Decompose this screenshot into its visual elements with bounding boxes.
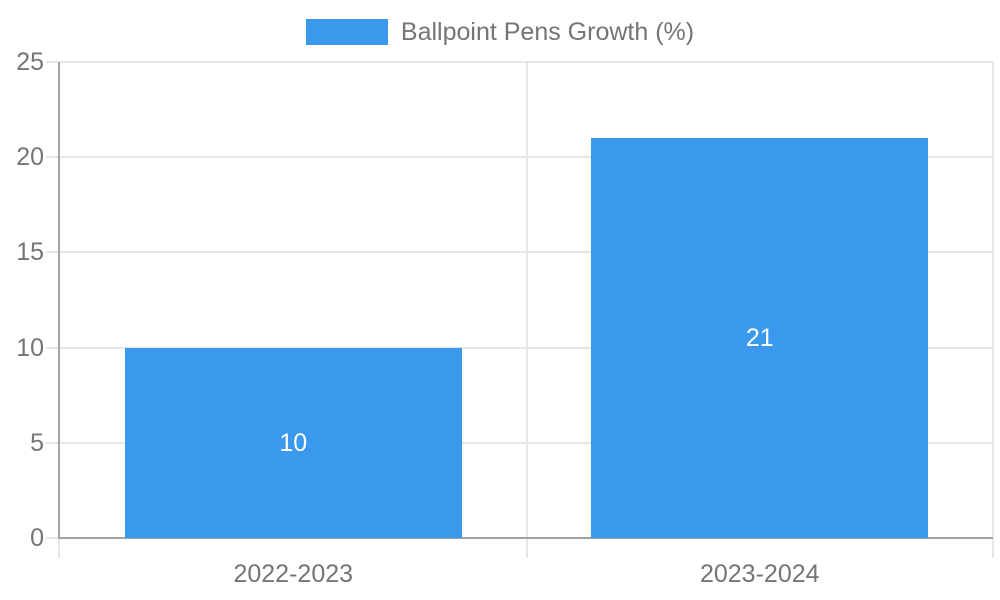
x-axis-line: [58, 537, 993, 539]
y-tick-label: 15: [16, 238, 44, 267]
y-axis-line: [58, 62, 60, 538]
bar[interactable]: [124, 347, 462, 538]
bar-value-label: 21: [745, 324, 774, 353]
y-tick-label: 5: [30, 428, 44, 457]
y-tick: [46, 441, 60, 444]
y-tick: [46, 156, 60, 159]
legend-swatch: [305, 19, 388, 45]
x-tick-label: 2023-2024: [699, 560, 820, 588]
y-tick-label: 25: [16, 48, 44, 76]
y-tick-label: 0: [30, 524, 44, 552]
y-tick-label: 10: [16, 333, 44, 362]
y-tick: [46, 537, 60, 539]
y-tick: [46, 61, 60, 63]
y-axis-below-tick: [58, 538, 60, 558]
category-boundary-line: [992, 62, 994, 558]
y-tick-label: 20: [16, 143, 44, 172]
bar[interactable]: [591, 138, 929, 538]
legend[interactable]: Ballpoint Pens Growth (%): [0, 6, 1000, 58]
y-tick: [46, 346, 60, 349]
legend-label: Ballpoint Pens Growth (%): [400, 17, 695, 46]
y-tick: [46, 251, 60, 254]
category-boundary-line: [525, 62, 528, 558]
bar-value-label: 10: [279, 428, 308, 457]
x-tick-label: 2022-2023: [233, 560, 354, 588]
